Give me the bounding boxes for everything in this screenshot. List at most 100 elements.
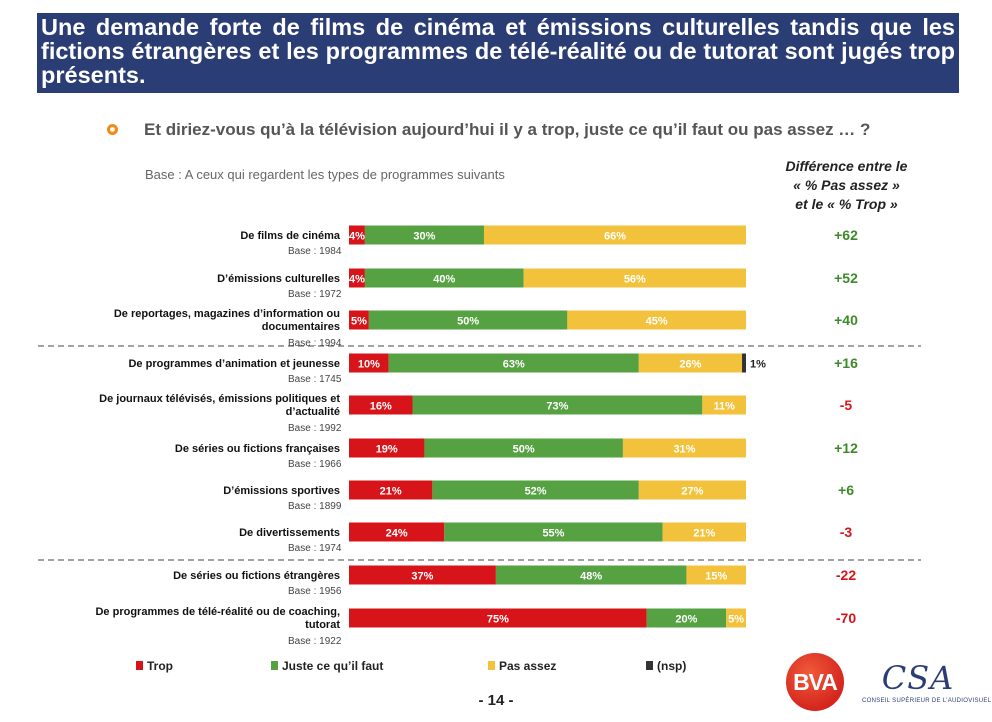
data-label-3-10: 5% bbox=[728, 614, 744, 626]
data-label-1-10: 75% bbox=[487, 614, 509, 626]
data-label-2-10: 20% bbox=[675, 614, 697, 626]
base-label-5: Base : 1992 bbox=[288, 423, 342, 434]
base-label-9: Base : 1956 bbox=[288, 586, 342, 597]
bar-segment-3-10 bbox=[726, 608, 746, 628]
difference-header: Différence entre le « % Pas assez » et l… bbox=[764, 157, 929, 214]
data-label-2-2: 40% bbox=[433, 274, 455, 286]
bar-segment-2-6 bbox=[424, 438, 623, 458]
difference-header-line-2: « % Pas assez » bbox=[793, 177, 900, 193]
data-label-3-5: 11% bbox=[713, 401, 735, 413]
difference-value-8: -3 bbox=[840, 524, 853, 540]
base-label-3: Base : 1994 bbox=[288, 338, 342, 349]
bar-segment-1-10 bbox=[349, 608, 647, 628]
data-label-2-1: 30% bbox=[413, 231, 435, 243]
base-label-4: Base : 1745 bbox=[288, 374, 342, 385]
difference-value-5: -5 bbox=[840, 397, 853, 413]
data-label-2-6: 50% bbox=[513, 444, 535, 456]
bar-segment-2-10 bbox=[646, 608, 727, 628]
base-label-6: Base : 1966 bbox=[288, 459, 342, 470]
legend-label-4: (nsp) bbox=[657, 659, 686, 673]
question-text: Et diriez-vous qu’à la télévision aujour… bbox=[144, 120, 871, 139]
page-title: Une demande forte de films de cinéma et … bbox=[41, 14, 955, 88]
category-label-3-2: documentaires bbox=[262, 321, 340, 333]
data-label-nsp-4: 1% bbox=[750, 359, 766, 371]
category-label-6-1: De séries ou fictions françaises bbox=[175, 443, 340, 455]
bar-segment-1-3 bbox=[349, 310, 369, 330]
bar-segment-3-7 bbox=[638, 480, 746, 500]
data-label-1-1: 4% bbox=[349, 231, 365, 243]
bar-segment-3-1 bbox=[483, 225, 746, 245]
difference-value-1: +62 bbox=[834, 227, 858, 243]
bar-segment-3-5 bbox=[702, 395, 746, 415]
csa-logo-subtitle: CONSEIL SUPÉRIEUR DE L’AUDIOVISUEL bbox=[862, 698, 992, 704]
difference-header-line-3: et le « % Trop » bbox=[795, 196, 898, 212]
difference-value-6: +12 bbox=[834, 440, 858, 456]
category-label-10-1: De programmes de télé-réalité ou de coac… bbox=[95, 606, 340, 618]
bar-segment-1-7 bbox=[349, 480, 433, 500]
difference-value-3: +40 bbox=[834, 312, 858, 328]
bar-segment-1-9 bbox=[349, 565, 496, 585]
bar-segment-1-4 bbox=[349, 353, 389, 373]
base-label-10: Base : 1922 bbox=[288, 636, 342, 647]
base-note: Base : A ceux qui regardent les types de… bbox=[145, 167, 505, 182]
bar-segment-1-6 bbox=[349, 438, 425, 458]
bar-segment-3-6 bbox=[622, 438, 746, 458]
category-label-4-1: De programmes d’animation et jeunesse bbox=[128, 358, 340, 370]
difference-value-7: +6 bbox=[838, 482, 854, 498]
legend-swatch-1 bbox=[136, 661, 143, 670]
bar-segment-3-9 bbox=[686, 565, 746, 585]
bar-segment-1-5 bbox=[349, 395, 413, 415]
data-label-2-8: 55% bbox=[542, 528, 564, 540]
difference-value-2: +52 bbox=[834, 270, 858, 286]
data-label-3-4: 26% bbox=[679, 359, 701, 371]
category-label-1-1: De films de cinéma bbox=[240, 230, 341, 242]
bva-logo: BVA bbox=[786, 653, 844, 711]
base-label-1: Base : 1984 bbox=[288, 246, 342, 257]
category-label-3-1: De reportages, magazines d’information o… bbox=[114, 308, 340, 320]
category-label-9-1: De séries ou fictions étrangères bbox=[173, 570, 340, 582]
legend-label-1: Trop bbox=[147, 659, 173, 673]
difference-value-9: -22 bbox=[836, 567, 856, 583]
category-label-5-1: De journaux télévisés, émissions politiq… bbox=[99, 393, 340, 405]
category-label-8-1: De divertissements bbox=[239, 527, 340, 539]
data-label-3-1: 66% bbox=[604, 231, 626, 243]
bar-segment-2-3 bbox=[368, 310, 568, 330]
difference-value-4: +16 bbox=[834, 355, 858, 371]
legend-label-2: Juste ce qu’il faut bbox=[282, 659, 383, 673]
bar-segment-3-2 bbox=[523, 268, 746, 288]
legend-swatch-2 bbox=[271, 661, 278, 670]
data-label-1-7: 21% bbox=[380, 486, 402, 498]
legend-swatch-3 bbox=[488, 661, 495, 670]
page-number: - 14 - bbox=[478, 692, 514, 709]
bar-segment-3-3 bbox=[567, 310, 746, 330]
base-label-7: Base : 1899 bbox=[288, 501, 342, 512]
data-label-3-8: 21% bbox=[693, 528, 715, 540]
bar-segment-3-8 bbox=[662, 522, 746, 542]
data-label-1-3: 5% bbox=[351, 316, 367, 328]
category-label-5-2: d’actualité bbox=[286, 406, 340, 418]
base-label-8: Base : 1974 bbox=[288, 543, 342, 554]
data-label-2-9: 48% bbox=[580, 571, 602, 583]
csa-logo: CSA CONSEIL SUPÉRIEUR DE L’AUDIOVISUEL bbox=[862, 659, 992, 704]
data-label-3-9: 15% bbox=[705, 571, 727, 583]
data-label-3-7: 27% bbox=[681, 486, 703, 498]
bar-segment-2-9 bbox=[495, 565, 687, 585]
bar-segment-1-1 bbox=[349, 225, 365, 245]
bullet-icon bbox=[107, 124, 118, 135]
csa-logo-mark: CSA bbox=[881, 659, 955, 697]
bar-segment-2-8 bbox=[444, 522, 663, 542]
difference-value-10: -70 bbox=[836, 610, 856, 626]
bar-segment-4-4 bbox=[742, 353, 746, 373]
data-label-1-6: 19% bbox=[376, 444, 398, 456]
bar-segment-2-4 bbox=[388, 353, 639, 373]
data-label-2-4: 63% bbox=[503, 359, 525, 371]
bar-segment-1-2 bbox=[349, 268, 365, 288]
data-label-2-7: 52% bbox=[525, 486, 547, 498]
base-label-2: Base : 1972 bbox=[288, 289, 342, 300]
data-label-2-5: 73% bbox=[546, 401, 568, 413]
data-label-1-4: 10% bbox=[358, 359, 380, 371]
bar-segment-2-5 bbox=[412, 395, 703, 415]
bar-segment-3-4 bbox=[638, 353, 743, 373]
category-label-7-1: D’émissions sportives bbox=[223, 485, 340, 497]
